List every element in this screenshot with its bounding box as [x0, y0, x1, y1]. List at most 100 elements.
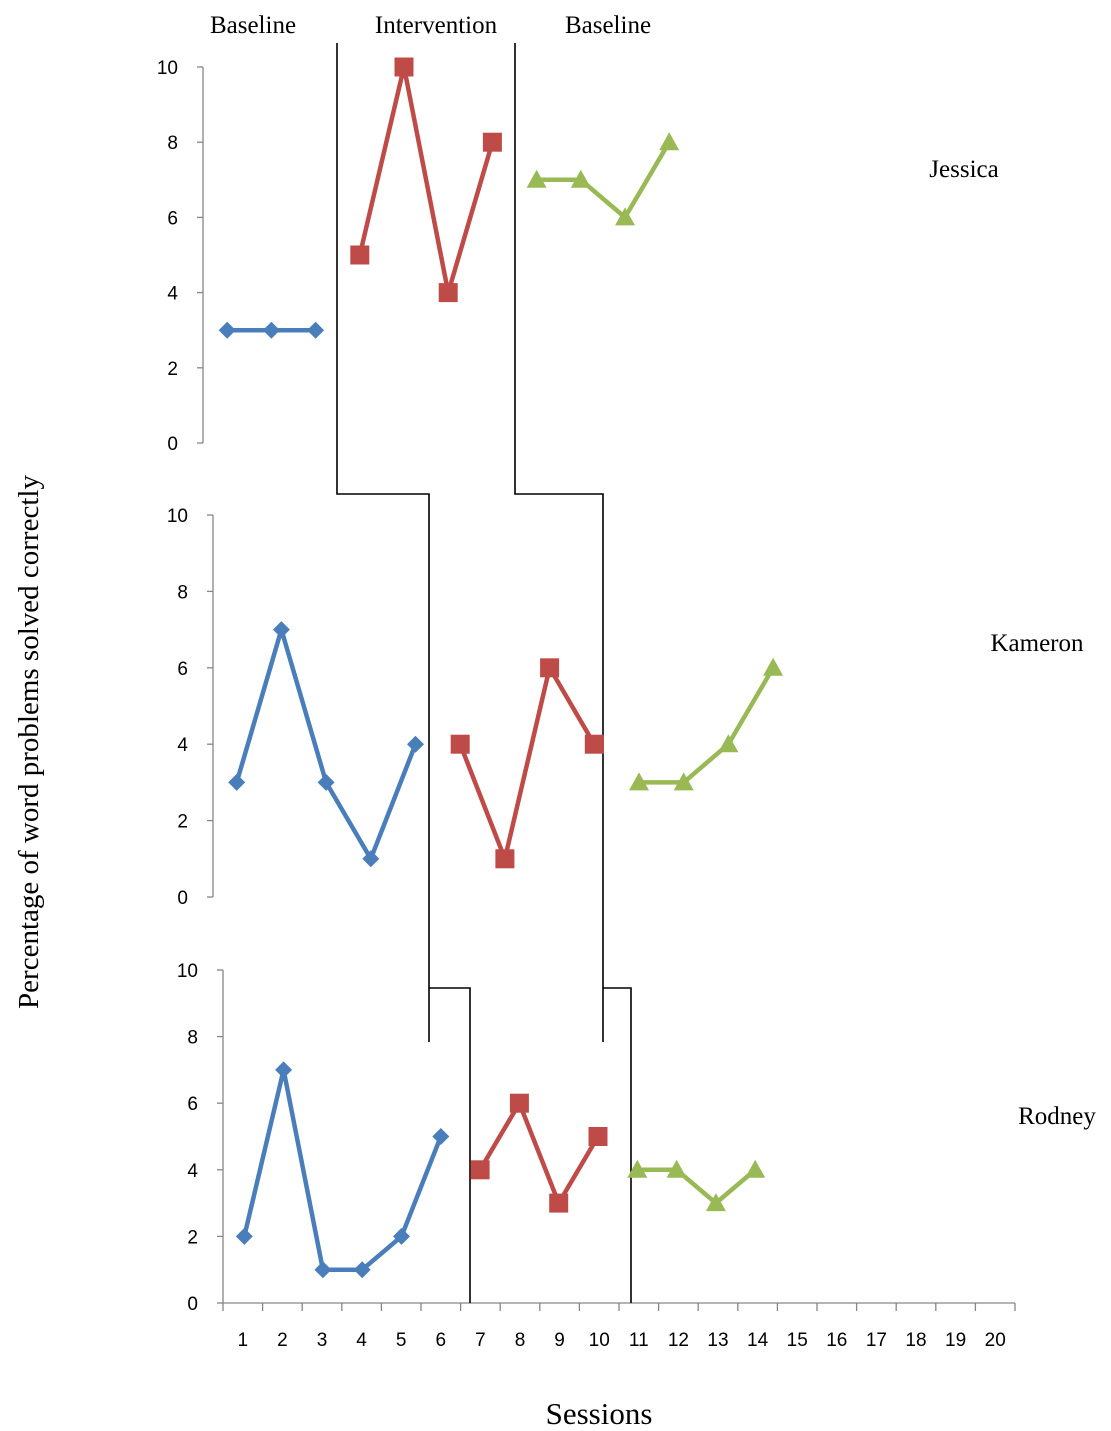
kameron-baseline-series: [228, 621, 424, 868]
kameron-y-tick-label: 6: [177, 659, 188, 680]
rodney-y-tick-label: 4: [187, 1161, 198, 1182]
x-tick-label: 7: [475, 1330, 486, 1351]
kameron-return_baseline-point: [763, 657, 784, 676]
kameron-baseline-point: [407, 735, 424, 753]
kameron-y-tick-label: 4: [177, 735, 188, 756]
phase-change-line-2: [514, 43, 632, 1303]
x-tick-label: 9: [554, 1330, 565, 1351]
jessica-baseline-point: [218, 321, 236, 339]
jessica-intervention-point: [438, 283, 458, 303]
kameron-intervention-point: [495, 849, 515, 869]
phase-label-intervention: Intervention: [375, 12, 498, 39]
phase-change-lines: [336, 43, 632, 1303]
phase-change-line-1: [336, 43, 471, 1303]
jessica-y-tick-label: 10: [157, 58, 178, 79]
rodney-baseline-line: [242, 1067, 443, 1272]
rodney-return_baseline-point: [627, 1159, 648, 1178]
rodney-return_baseline-line: [637, 1167, 757, 1206]
jessica-baseline-series: [218, 321, 325, 339]
rodney-y-tick-label: 8: [187, 1028, 198, 1049]
kameron-y-tick-label: 2: [177, 812, 188, 833]
jessica-baseline-point: [262, 321, 280, 339]
x-tick-label: 12: [668, 1330, 689, 1351]
kameron-return_baseline-line: [639, 666, 776, 785]
kameron-y-tick-label: 10: [167, 506, 188, 527]
rodney-intervention-point: [470, 1160, 490, 1180]
x-tick-label: 13: [707, 1330, 728, 1351]
kameron-y-tick-label: 8: [177, 582, 188, 603]
jessica-y-tick-label: 2: [167, 359, 178, 380]
kameron-return_baseline-point: [718, 734, 739, 753]
x-tick-label: 3: [317, 1330, 328, 1351]
kameron-return_baseline-point: [673, 772, 694, 791]
x-tick-label: 2: [277, 1330, 288, 1351]
x-tick-label: 19: [945, 1330, 966, 1351]
rodney-return_baseline-point: [745, 1159, 766, 1178]
jessica-return_baseline-point: [659, 132, 680, 151]
kameron-y-tick-label: 0: [177, 888, 188, 909]
rodney-y-tick-label: 6: [187, 1094, 198, 1115]
x-tick-label: 20: [985, 1330, 1006, 1351]
jessica-intervention-point: [350, 245, 370, 265]
panel-label-rodney: Rodney: [1018, 1103, 1096, 1130]
x-tick-label: 14: [747, 1330, 769, 1351]
rodney-baseline-point: [235, 1227, 253, 1245]
kameron-intervention-point: [584, 734, 604, 754]
rodney-intervention-point: [549, 1193, 569, 1213]
x-tick-label: 1: [238, 1330, 249, 1351]
x-tick-label: 15: [787, 1330, 808, 1351]
jessica-intervention-line: [357, 64, 495, 295]
jessica-y-tick-label: 4: [167, 284, 178, 305]
rodney-baseline-series: [235, 1061, 450, 1279]
kameron-baseline-point: [317, 773, 335, 791]
rodney-baseline-point: [314, 1261, 332, 1279]
kameron-baseline-point: [228, 773, 246, 791]
y-axis-title: Percentage of word problems solved corre…: [13, 475, 45, 1009]
rodney-y-tick-label: 2: [187, 1227, 198, 1248]
kameron-intervention-line: [458, 665, 597, 862]
panel-label-jessica: Jessica: [929, 156, 998, 183]
x-tick-label: 8: [515, 1330, 526, 1351]
rodney-baseline-point: [393, 1227, 410, 1245]
rodney-baseline-point: [432, 1128, 450, 1145]
jessica-return_baseline-point: [570, 169, 591, 188]
x-tick-label: 16: [826, 1330, 847, 1351]
phase-label-baseline: Baseline: [210, 12, 296, 39]
rodney-y-tick-label: 0: [187, 1294, 198, 1315]
jessica-y-tick-label: 8: [167, 133, 178, 154]
rodney-return_baseline-series: [627, 1159, 766, 1212]
jessica-intervention-series: [350, 57, 502, 303]
x-tick-label: 11: [629, 1330, 649, 1351]
rodney-y-tick-label: 10: [177, 961, 198, 982]
kameron-return_baseline-point: [629, 772, 649, 791]
jessica-y-tick-label: 0: [167, 434, 178, 455]
rodney-baseline-point: [353, 1261, 371, 1279]
rodney-intervention-line: [478, 1100, 600, 1206]
jessica-return_baseline-line: [536, 141, 672, 220]
x-tick-label: 6: [436, 1330, 447, 1351]
panel-label-kameron: Kameron: [990, 630, 1084, 657]
kameron-baseline-line: [234, 627, 418, 862]
x-axis-title: Sessions: [546, 1396, 653, 1431]
jessica-baseline-point: [307, 321, 325, 339]
x-tick-label: 10: [589, 1330, 610, 1351]
jessica-return_baseline-point: [615, 207, 635, 226]
kameron-intervention-point: [540, 658, 560, 678]
jessica-return_baseline-point: [526, 169, 547, 188]
kameron-baseline-point: [362, 850, 380, 868]
rodney-return_baseline-point: [666, 1159, 687, 1178]
rodney-intervention-series: [470, 1093, 608, 1213]
kameron-baseline-point: [272, 621, 290, 639]
rodney-baseline-point: [275, 1061, 293, 1079]
rodney-intervention-point: [509, 1093, 529, 1113]
kameron-return_baseline-series: [629, 657, 784, 791]
x-tick-label: 5: [396, 1330, 407, 1351]
rodney-intervention-point: [588, 1127, 608, 1146]
x-tick-label: 4: [356, 1330, 367, 1351]
phase-label-return-baseline: Baseline: [565, 12, 651, 39]
kameron-intervention-series: [450, 658, 604, 869]
data-layer: [218, 57, 784, 1279]
x-tick-label: 18: [905, 1330, 926, 1351]
